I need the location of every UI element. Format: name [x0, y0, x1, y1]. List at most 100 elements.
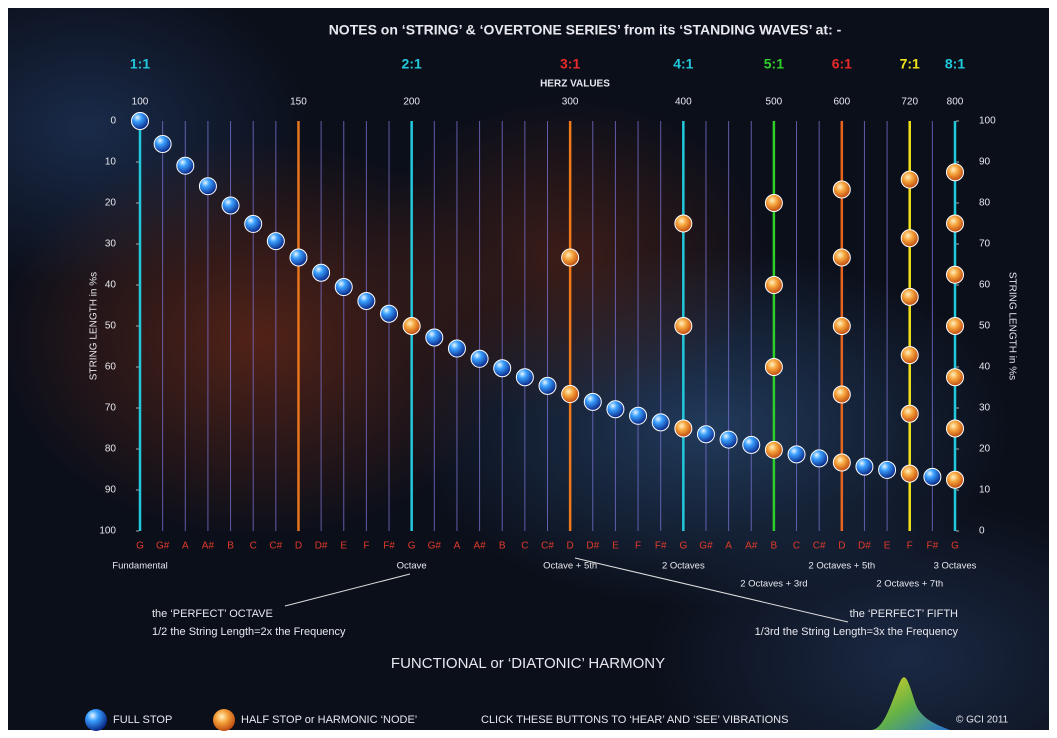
full-stop[interactable]: [425, 328, 444, 347]
note-label: F#: [655, 541, 667, 552]
half-stop-node[interactable]: [946, 368, 964, 387]
half-stop[interactable]: [946, 470, 964, 489]
full-stop[interactable]: [651, 413, 670, 432]
half-stop[interactable]: [764, 440, 783, 459]
y2-tick-label: 50: [979, 321, 991, 332]
hertz-label: 400: [675, 97, 692, 108]
full-stop[interactable]: [583, 392, 602, 411]
y-tick-label: 0: [110, 116, 116, 127]
note-label: G: [679, 541, 687, 552]
half-stop-node[interactable]: [946, 214, 964, 233]
note-label: G: [136, 541, 144, 552]
half-stop[interactable]: [900, 464, 919, 483]
full-stop[interactable]: [334, 278, 353, 297]
half-stop-node[interactable]: [900, 346, 919, 365]
half-stop-node[interactable]: [674, 317, 693, 335]
full-stop[interactable]: [176, 156, 195, 175]
full-stop[interactable]: [131, 112, 149, 130]
y-tick-label: 10: [105, 157, 117, 168]
y2-tick-label: 10: [979, 485, 991, 496]
full-stop[interactable]: [312, 263, 331, 282]
half-stop-node[interactable]: [946, 317, 964, 335]
note-label: A#: [473, 541, 486, 552]
legend-half-icon[interactable]: [213, 709, 235, 731]
y2-tick-label: 40: [979, 362, 991, 373]
axis-label-right: STRING LENGTH in %s: [1006, 272, 1017, 380]
y-tick-label: 100: [99, 526, 116, 537]
half-stop-node[interactable]: [832, 317, 851, 335]
half-stop-node[interactable]: [832, 385, 851, 404]
full-stop[interactable]: [787, 445, 806, 464]
half-stop-node[interactable]: [832, 248, 851, 267]
legend-full-icon[interactable]: [85, 709, 107, 731]
full-stop[interactable]: [221, 196, 240, 215]
full-stop[interactable]: [742, 435, 761, 454]
full-stop[interactable]: [719, 430, 738, 449]
note-label: F: [907, 541, 913, 552]
note-label: C#: [813, 541, 826, 552]
full-stop[interactable]: [878, 460, 897, 479]
legend-half: HALF STOP or HARMONIC ‘NODE’: [241, 714, 417, 726]
hertz-label: 800: [947, 97, 964, 108]
copyright: © GCI 2011: [956, 715, 1009, 726]
half-stop-node[interactable]: [946, 419, 964, 438]
half-stop-node[interactable]: [946, 163, 964, 182]
half-stop-node[interactable]: [900, 287, 919, 306]
y2-tick-label: 20: [979, 444, 991, 455]
full-stop[interactable]: [515, 368, 534, 387]
pointer-line: [284, 573, 411, 607]
full-stop[interactable]: [198, 177, 217, 196]
note-label: G#: [156, 541, 170, 552]
y-tick-label: 60: [105, 362, 117, 373]
full-stop[interactable]: [289, 248, 308, 267]
full-stop[interactable]: [357, 291, 376, 310]
half-stop-node[interactable]: [946, 265, 964, 284]
half-stop[interactable]: [402, 317, 421, 335]
note-label: A#: [745, 541, 758, 552]
half-stop-node[interactable]: [764, 194, 783, 212]
full-stop[interactable]: [606, 400, 625, 419]
y-tick-label: 40: [105, 280, 117, 291]
full-stop[interactable]: [855, 457, 874, 476]
half-stop[interactable]: [674, 419, 693, 438]
note-label: F#: [383, 541, 395, 552]
full-stop[interactable]: [447, 339, 466, 358]
half-stop-node[interactable]: [900, 229, 919, 248]
half-stop-node[interactable]: [900, 404, 919, 423]
full-stop[interactable]: [244, 214, 263, 233]
full-stop[interactable]: [266, 232, 285, 251]
half-stop-node[interactable]: [764, 358, 783, 376]
note-label: B: [499, 541, 506, 552]
note-label: C: [521, 541, 528, 552]
note-label: A: [725, 541, 732, 552]
full-stop[interactable]: [810, 449, 829, 468]
full-stop[interactable]: [380, 304, 399, 323]
full-stop[interactable]: [538, 376, 557, 395]
note-label: F: [363, 541, 369, 552]
note-label: A: [182, 541, 189, 552]
interval-label: 2 Octaves + 5th: [808, 561, 875, 572]
note-label: G#: [699, 541, 713, 552]
full-stop[interactable]: [470, 349, 489, 368]
axis-label-left: STRING LENGTH in %s: [89, 272, 100, 380]
half-stop[interactable]: [832, 453, 851, 472]
full-stop[interactable]: [153, 134, 172, 153]
y-tick-label: 50: [105, 321, 117, 332]
half-stop-node[interactable]: [832, 180, 851, 199]
full-stop[interactable]: [923, 467, 942, 486]
full-stop[interactable]: [493, 359, 512, 378]
half-stop-node[interactable]: [674, 214, 693, 233]
octave-title: the ‘PERFECT’ OCTAVE: [152, 608, 273, 620]
hertz-label: 300: [562, 97, 579, 108]
note-label: D#: [586, 541, 599, 552]
interval-label: 3 Octaves: [934, 561, 977, 572]
half-stop-node[interactable]: [900, 170, 919, 189]
half-stop-node[interactable]: [764, 276, 783, 294]
fifth-text: 1/3rd the String Length=3x the Frequency: [755, 626, 959, 638]
y2-tick-label: 30: [979, 403, 991, 414]
full-stop[interactable]: [696, 425, 715, 444]
full-stop[interactable]: [629, 406, 648, 425]
half-stop-node[interactable]: [561, 248, 580, 267]
half-stop[interactable]: [561, 385, 580, 404]
y2-tick-label: 0: [979, 526, 985, 537]
